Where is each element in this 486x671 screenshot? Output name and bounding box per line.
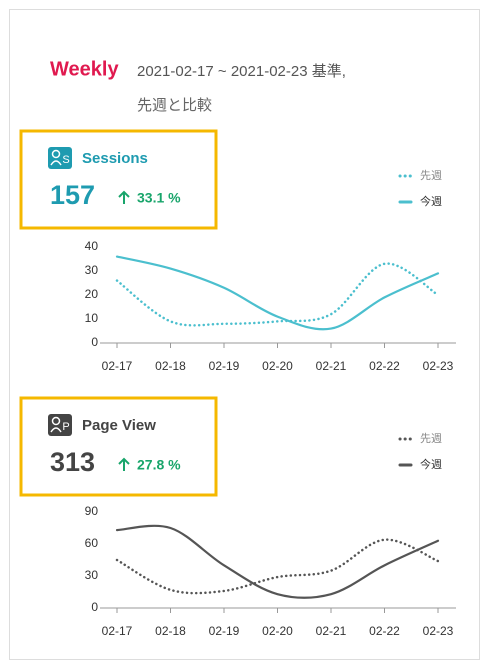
legend-label: 先週 <box>420 432 442 445</box>
y-tick-label: 30 <box>85 568 99 582</box>
legend-label: 今週 <box>420 457 442 471</box>
x-tick-label: 02-21 <box>316 624 347 638</box>
y-tick-label: 60 <box>85 536 99 550</box>
panel <box>9 9 480 660</box>
x-tick-label: 02-20 <box>262 359 293 373</box>
y-tick-label: 20 <box>85 287 99 301</box>
change-arrow <box>118 457 130 471</box>
x-tick-label: 02-22 <box>369 359 400 373</box>
x-tick-label: 02-21 <box>316 359 347 373</box>
legend-label: 先週 <box>420 169 442 182</box>
card-icon-label: P <box>62 421 69 433</box>
x-tick-label: 02-23 <box>423 624 454 638</box>
card-total: 313 <box>50 447 95 477</box>
x-tick-label: 02-19 <box>209 624 240 638</box>
x-tick-label: 02-23 <box>423 359 454 373</box>
card-icon-body <box>50 427 62 433</box>
header-title: Weekly <box>50 58 119 80</box>
card-total: 157 <box>50 180 95 210</box>
series-line <box>115 255 440 331</box>
card-icon-label: S <box>62 154 69 166</box>
legend-label: 今週 <box>420 194 442 208</box>
y-tick-label: 10 <box>85 311 99 325</box>
card-title: Sessions <box>82 150 148 167</box>
x-tick-label: 02-17 <box>102 359 133 373</box>
highlight-box <box>19 129 218 230</box>
card-icon <box>48 414 72 436</box>
change-arrow <box>118 190 130 204</box>
series-line <box>115 262 440 327</box>
card-icon-body <box>50 160 62 166</box>
series-line <box>115 524 440 599</box>
x-tick-label: 02-17 <box>102 624 133 638</box>
card-change: 33.1 % <box>137 190 181 206</box>
x-tick-label: 02-20 <box>262 624 293 638</box>
card-icon <box>48 147 72 169</box>
card-icon-head <box>51 416 61 426</box>
x-tick-label: 02-22 <box>369 624 400 638</box>
card-title: Page View <box>82 417 156 434</box>
y-tick-label: 30 <box>85 263 99 277</box>
card-change: 27.8 % <box>137 457 181 473</box>
highlight-box <box>19 396 218 497</box>
y-tick-label: 0 <box>91 600 98 614</box>
header-comparison: 先週と比較 <box>137 96 212 114</box>
x-tick-label: 02-19 <box>209 359 240 373</box>
y-tick-label: 90 <box>85 504 99 518</box>
y-tick-label: 0 <box>91 335 98 349</box>
card-icon-head <box>51 149 61 159</box>
series-line <box>115 538 440 595</box>
header-period: 2021-02-17 ~ 2021-02-23 基準, <box>137 63 346 80</box>
x-tick-label: 02-18 <box>155 624 186 638</box>
y-tick-label: 40 <box>85 239 99 253</box>
x-tick-label: 02-18 <box>155 359 186 373</box>
